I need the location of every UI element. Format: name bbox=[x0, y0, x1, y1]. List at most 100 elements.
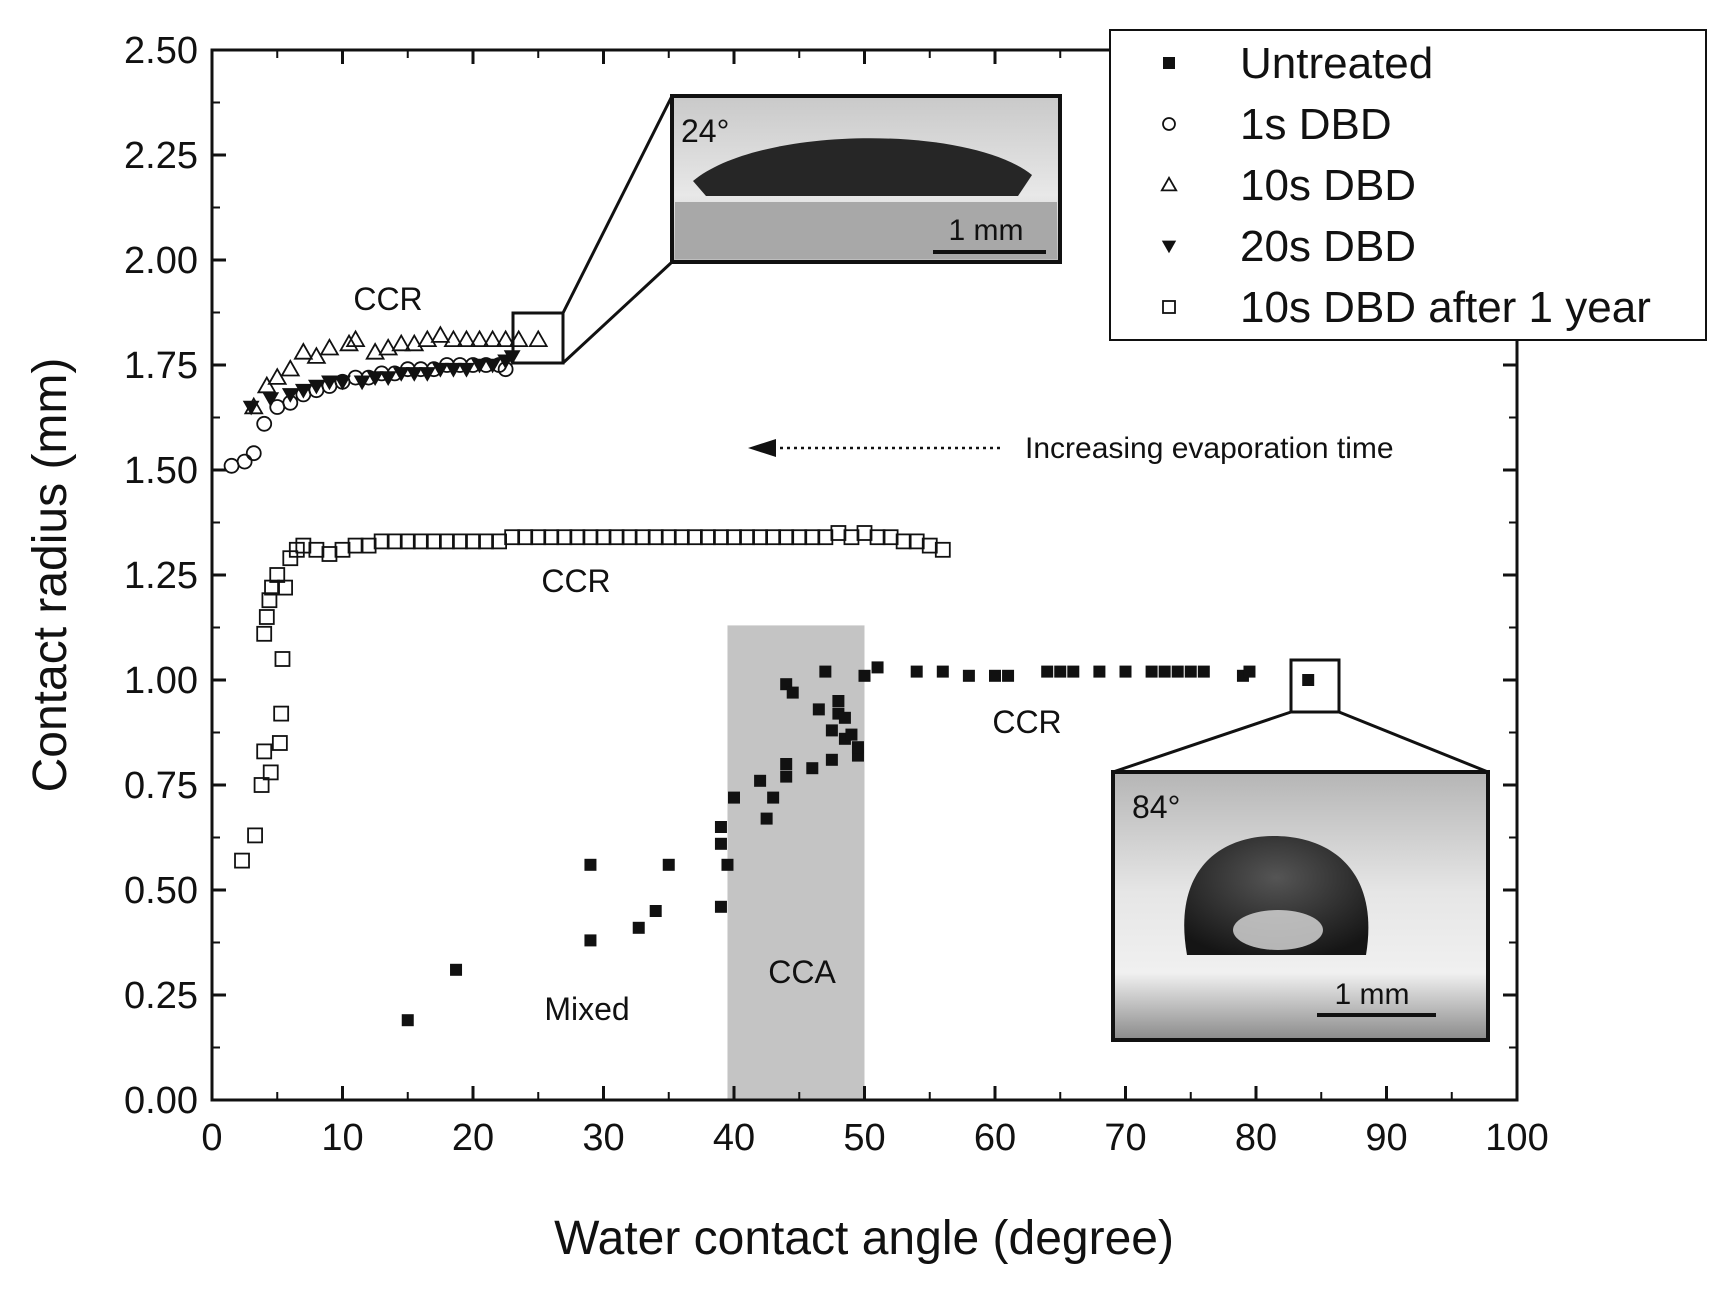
data-point bbox=[584, 934, 597, 947]
data-point bbox=[569, 529, 586, 546]
data-point bbox=[242, 400, 260, 416]
arrow-label: Increasing evaporation time bbox=[1025, 432, 1394, 465]
data-point bbox=[934, 541, 951, 558]
data-point bbox=[851, 741, 864, 754]
data-point bbox=[1002, 669, 1015, 682]
x-tick-label: 20 bbox=[452, 1117, 494, 1159]
data-point bbox=[452, 533, 468, 550]
data-point bbox=[366, 371, 384, 386]
data-point bbox=[431, 362, 449, 378]
legend-label: Untreated bbox=[1240, 39, 1433, 88]
data-point bbox=[582, 529, 599, 546]
data-point bbox=[465, 533, 481, 550]
data-point bbox=[517, 529, 534, 546]
data-point bbox=[495, 329, 516, 348]
series-1 bbox=[223, 357, 514, 474]
y-tick-label: 2.25 bbox=[124, 135, 198, 177]
data-point bbox=[713, 529, 729, 546]
data-point bbox=[830, 525, 847, 541]
data-point bbox=[728, 791, 740, 804]
legend: Untreated 1s DBD 10s DBD 20s DBD 10s DBD aft… bbox=[1109, 29, 1707, 341]
data-point bbox=[767, 791, 780, 804]
x-tick-label: 30 bbox=[582, 1117, 624, 1159]
data-point bbox=[379, 371, 397, 386]
annotation-ccr-top: CCR bbox=[353, 281, 422, 317]
x-tick-label: 50 bbox=[843, 1117, 885, 1159]
data-point bbox=[1184, 665, 1197, 678]
substrate-shadow bbox=[675, 202, 1057, 259]
data-point bbox=[245, 445, 262, 462]
data-point bbox=[482, 329, 503, 348]
data-point bbox=[321, 375, 338, 391]
zoom-line bbox=[1338, 710, 1489, 774]
data-point bbox=[339, 333, 359, 352]
data-point bbox=[780, 758, 793, 770]
data-point bbox=[962, 669, 975, 682]
y-tick-label: 1.25 bbox=[124, 555, 198, 597]
data-point bbox=[234, 852, 250, 869]
data-point bbox=[754, 774, 767, 787]
inset-scale-label: 1 mm bbox=[1335, 978, 1410, 1011]
data-point bbox=[373, 533, 390, 550]
zoom-line bbox=[1112, 710, 1292, 774]
inset-angle-label: 84° bbox=[1132, 789, 1180, 825]
y-tick-label: 0.00 bbox=[124, 1080, 198, 1122]
y-tick-label: 0.75 bbox=[124, 765, 198, 807]
y-axis-title: Contact radius (mm) bbox=[24, 358, 77, 793]
data-point bbox=[438, 533, 455, 550]
data-point bbox=[1067, 665, 1080, 678]
data-point bbox=[1145, 665, 1158, 678]
data-point bbox=[365, 342, 386, 360]
legend-marker bbox=[1160, 175, 1178, 192]
data-point bbox=[334, 541, 351, 558]
legend-label: 10s DBD bbox=[1240, 161, 1416, 210]
data-point bbox=[267, 367, 288, 385]
data-point bbox=[236, 453, 253, 470]
data-point bbox=[223, 457, 240, 474]
data-point bbox=[752, 529, 768, 546]
data-point bbox=[714, 821, 727, 833]
data-point bbox=[293, 342, 314, 360]
data-point bbox=[404, 333, 425, 352]
data-point bbox=[1119, 665, 1132, 678]
data-point bbox=[765, 529, 782, 546]
data-point bbox=[804, 529, 821, 546]
y-tick-label: 0.50 bbox=[124, 870, 198, 912]
data-point bbox=[418, 367, 436, 382]
x-tick-label: 10 bbox=[321, 1117, 363, 1159]
data-point bbox=[806, 762, 819, 775]
data-point bbox=[1158, 665, 1171, 678]
data-point bbox=[910, 665, 923, 678]
x-tick-label: 60 bbox=[974, 1117, 1016, 1159]
series-0 bbox=[401, 661, 1315, 1027]
data-point bbox=[261, 592, 278, 609]
data-point bbox=[256, 415, 273, 432]
x-tick-label: 90 bbox=[1365, 1117, 1407, 1159]
data-point bbox=[443, 329, 464, 348]
arrow-head-icon bbox=[748, 439, 776, 457]
x-tick-label: 40 bbox=[713, 1117, 755, 1159]
data-point bbox=[392, 367, 410, 382]
data-point bbox=[378, 337, 399, 356]
data-point bbox=[280, 358, 301, 377]
inset-84deg: 84° 1 mm bbox=[1111, 658, 1490, 1042]
evaporation-arrow: Increasing evaporation time bbox=[748, 432, 1394, 465]
data-point bbox=[595, 529, 612, 546]
axis-tick-labels: 0 10 20 30 40 50 60 70 80 90 100 0.00 0.25 0.50 0.75 1.… bbox=[124, 30, 1549, 1159]
data-point bbox=[417, 329, 438, 348]
data-point bbox=[425, 533, 442, 550]
legend-items: Untreated 1s DBD 10s DBD 20s DBD 10s DBD aft… bbox=[1160, 39, 1651, 332]
data-point bbox=[262, 764, 279, 781]
data-point bbox=[780, 770, 793, 783]
data-point bbox=[458, 362, 475, 378]
data-point bbox=[478, 533, 494, 550]
x-tick-label: 0 bbox=[201, 1117, 222, 1159]
annotation-cca: CCA bbox=[768, 954, 836, 990]
data-point bbox=[908, 533, 925, 550]
data-point bbox=[319, 337, 340, 356]
data-point bbox=[1302, 674, 1315, 686]
data-point bbox=[274, 651, 291, 667]
y-tick-label: 1.00 bbox=[124, 660, 198, 702]
data-point bbox=[760, 812, 773, 825]
data-point bbox=[273, 705, 290, 722]
